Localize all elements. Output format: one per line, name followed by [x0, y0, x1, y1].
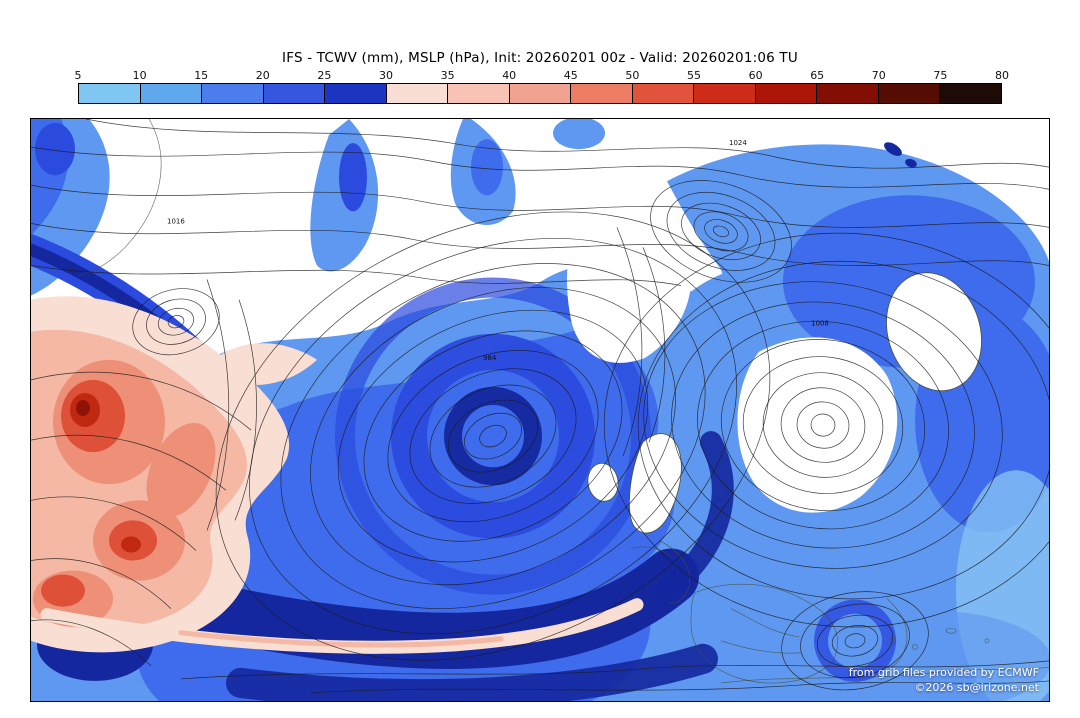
isobar-label: 984: [483, 353, 497, 362]
colorbar-tick: 20: [255, 69, 270, 82]
colorbar-tick: 5: [74, 69, 82, 82]
colorbar-segment: [448, 84, 510, 103]
colorbar-tick: 35: [440, 69, 455, 82]
colorbar-segment: [571, 84, 633, 103]
weather-map-svg: 1024 1016 1008 984: [31, 119, 1049, 701]
colorbar-tick: 45: [563, 69, 578, 82]
isobar-label: 1024: [729, 138, 747, 147]
colorbar-tick: 75: [933, 69, 948, 82]
isobar-value-labels: 1024 1016 1008 984: [167, 138, 829, 362]
map-frame: 1024 1016 1008 984 from grib files provi…: [30, 118, 1050, 702]
colorbar-tick: 55: [686, 69, 701, 82]
attribution-copyright: ©2026 sb@irizone.net: [914, 681, 1039, 694]
colorbar-segment: [940, 84, 1001, 103]
colorbar-segment: [694, 84, 756, 103]
attribution-source: from grib files provided by ECMWF: [848, 666, 1039, 679]
colorbar-ticks: 5 10 15 20 25 30 35 40 45 50 55 60 65 70 75 80: [74, 66, 1010, 83]
map-title: IFS - TCWV (mm), MSLP (hPa), Init: 20260…: [282, 50, 798, 66]
colorbar-segment: [755, 84, 818, 103]
colorbar-tick: 10: [132, 69, 147, 82]
colorbar-segment: [509, 84, 572, 103]
colorbar-segment: [817, 84, 879, 103]
colorbar-tick: 30: [378, 69, 393, 82]
colorbar-segments: [78, 83, 1002, 104]
isobar-label: 1016: [167, 216, 185, 225]
colorbar-tick: 80: [995, 69, 1009, 82]
colorbar-tick: 15: [194, 69, 209, 82]
colorbar-segment: [140, 84, 203, 103]
tcwv-moist-plume: [31, 296, 644, 654]
colorbar-segment: [632, 84, 695, 103]
colorbar: 5 10 15 20 25 30 35 40 45 50 55 60 65 70 75 80: [74, 66, 1010, 104]
colorbar-tick: 50: [625, 69, 640, 82]
colorbar-segment: [386, 84, 449, 103]
isobar-contours: [31, 119, 1049, 694]
colorbar-tick: 70: [871, 69, 886, 82]
map-attribution: from grib files provided by ECMWF ©2026 …: [849, 665, 1039, 695]
colorbar-segment: [878, 84, 941, 103]
colorbar-tick: 60: [748, 69, 763, 82]
colorbar-segment: [79, 84, 141, 103]
colorbar-tick: 25: [317, 69, 332, 82]
colorbar-segment: [325, 84, 387, 103]
colorbar-segment: [202, 84, 264, 103]
colorbar-tick: 65: [810, 69, 825, 82]
isobar-label: 1008: [811, 319, 829, 328]
colorbar-tick: 40: [502, 69, 517, 82]
colorbar-segment: [263, 84, 326, 103]
